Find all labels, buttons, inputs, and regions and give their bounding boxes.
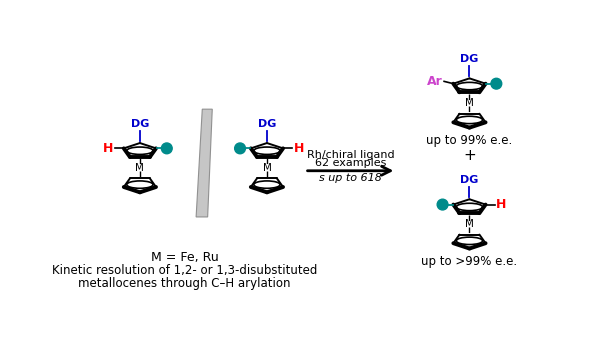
Text: up to 99% e.e.: up to 99% e.e. [426,134,512,147]
Circle shape [161,143,172,154]
Text: DG: DG [258,119,276,129]
Text: DG: DG [131,119,149,129]
Text: H: H [294,142,304,155]
Text: M = Fe, Ru: M = Fe, Ru [150,250,219,264]
Text: H: H [496,198,507,211]
Circle shape [491,78,501,89]
Text: 62 examples: 62 examples [315,158,386,168]
Text: DG: DG [461,55,479,65]
Text: Rh/chiral ligand: Rh/chiral ligand [306,150,394,160]
Polygon shape [196,109,213,217]
Text: M: M [262,163,272,173]
Text: s up to 618: s up to 618 [319,173,382,183]
Text: up to >99% e.e.: up to >99% e.e. [421,255,518,268]
Text: M: M [135,163,144,173]
Circle shape [437,199,448,210]
Text: M: M [465,219,474,229]
Text: M: M [465,98,474,108]
Text: Kinetic resolution of 1,2- or 1,3-disubstituted: Kinetic resolution of 1,2- or 1,3-disubs… [52,264,317,277]
Text: +: + [463,148,476,162]
Circle shape [235,143,246,154]
Text: DG: DG [461,175,479,185]
Text: Ar: Ar [427,75,442,88]
Text: metallocenes through C–H arylation: metallocenes through C–H arylation [78,277,291,290]
Text: H: H [102,142,113,155]
